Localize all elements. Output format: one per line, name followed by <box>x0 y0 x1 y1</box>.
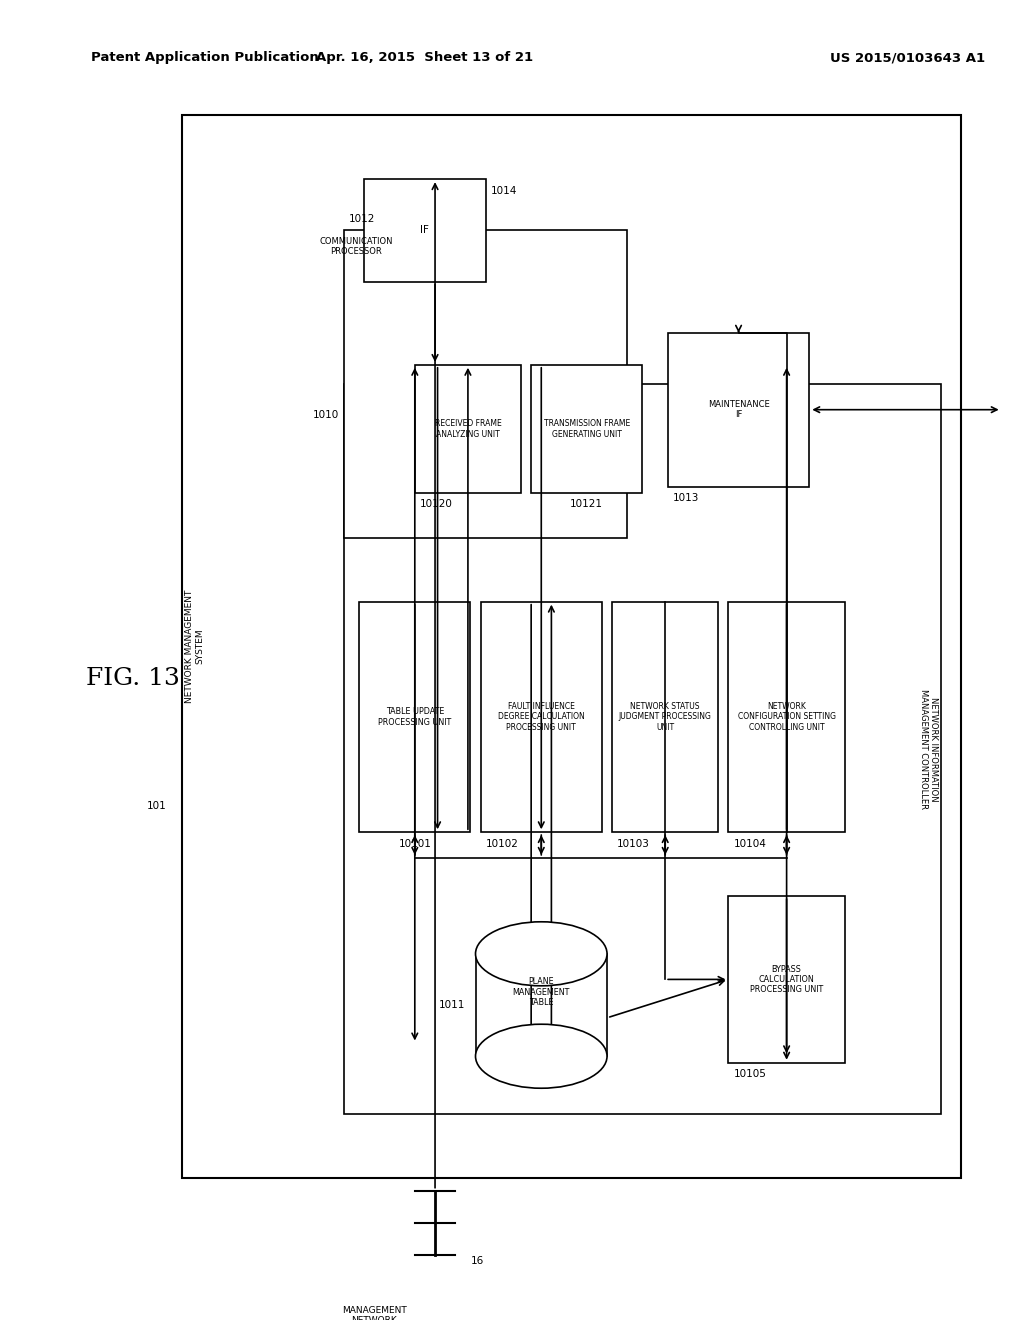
Text: 1011: 1011 <box>439 1001 465 1010</box>
FancyBboxPatch shape <box>728 896 845 1063</box>
Ellipse shape <box>475 1024 607 1088</box>
Text: MAINTENANCE
IF: MAINTENANCE IF <box>708 400 769 420</box>
Text: 10102: 10102 <box>485 838 518 849</box>
Text: COMMUNICATION
PROCESSOR: COMMUNICATION PROCESSOR <box>319 236 393 256</box>
Text: 16: 16 <box>470 1257 483 1266</box>
Text: 1014: 1014 <box>490 186 517 195</box>
Text: 10104: 10104 <box>733 838 766 849</box>
FancyBboxPatch shape <box>415 364 521 492</box>
Text: 10101: 10101 <box>398 838 431 849</box>
FancyBboxPatch shape <box>344 231 628 537</box>
Text: PLANE
MANAGEMENT
TABLE: PLANE MANAGEMENT TABLE <box>513 977 570 1007</box>
FancyBboxPatch shape <box>612 602 718 832</box>
Text: BYPASS
CALCULATION
PROCESSING UNIT: BYPASS CALCULATION PROCESSING UNIT <box>750 965 823 994</box>
FancyBboxPatch shape <box>668 333 809 487</box>
Text: NETWORK
CONFIGURATION SETTING
CONTROLLING UNIT: NETWORK CONFIGURATION SETTING CONTROLLIN… <box>737 702 836 731</box>
Bar <box>475 954 607 1056</box>
Text: NETWORK INFORMATION
MANAGEMENT CONTROLLER: NETWORK INFORMATION MANAGEMENT CONTROLLE… <box>920 689 938 809</box>
FancyBboxPatch shape <box>480 602 602 832</box>
Text: FIG. 13: FIG. 13 <box>86 667 180 690</box>
Text: 10105: 10105 <box>733 1069 766 1078</box>
FancyBboxPatch shape <box>359 602 470 832</box>
Text: IF: IF <box>421 226 429 235</box>
Text: 10120: 10120 <box>420 499 453 510</box>
Text: FAULT INFLUENCE
DEGREE CALCULATION
PROCESSING UNIT: FAULT INFLUENCE DEGREE CALCULATION PROCE… <box>498 702 585 731</box>
Text: NETWORK MANAGEMENT
SYSTEM: NETWORK MANAGEMENT SYSTEM <box>184 590 204 704</box>
Text: 10121: 10121 <box>570 499 603 510</box>
Text: Apr. 16, 2015  Sheet 13 of 21: Apr. 16, 2015 Sheet 13 of 21 <box>316 51 534 65</box>
Text: 101: 101 <box>147 801 167 810</box>
Text: US 2015/0103643 A1: US 2015/0103643 A1 <box>829 51 985 65</box>
FancyBboxPatch shape <box>365 180 485 281</box>
FancyBboxPatch shape <box>182 115 962 1177</box>
Text: TRANSMISSION FRAME
GENERATING UNIT: TRANSMISSION FRAME GENERATING UNIT <box>544 420 630 438</box>
Text: 10103: 10103 <box>617 838 650 849</box>
FancyBboxPatch shape <box>344 384 941 1114</box>
FancyBboxPatch shape <box>531 364 642 492</box>
Text: 1012: 1012 <box>349 214 376 224</box>
Ellipse shape <box>475 921 607 986</box>
FancyBboxPatch shape <box>728 602 845 832</box>
Text: Patent Application Publication: Patent Application Publication <box>91 51 318 65</box>
Text: NETWORK STATUS
JUDGMENT PROCESSING
UNIT: NETWORK STATUS JUDGMENT PROCESSING UNIT <box>618 702 712 731</box>
Text: 1013: 1013 <box>673 492 699 503</box>
Text: MANAGEMENT
NETWORK: MANAGEMENT NETWORK <box>342 1305 407 1320</box>
Text: RECEIVED FRAME
ANALYZING UNIT: RECEIVED FRAME ANALYZING UNIT <box>434 420 502 438</box>
Text: 1010: 1010 <box>312 409 339 420</box>
Text: TABLE UPDATE
PROCESSING UNIT: TABLE UPDATE PROCESSING UNIT <box>378 708 452 726</box>
